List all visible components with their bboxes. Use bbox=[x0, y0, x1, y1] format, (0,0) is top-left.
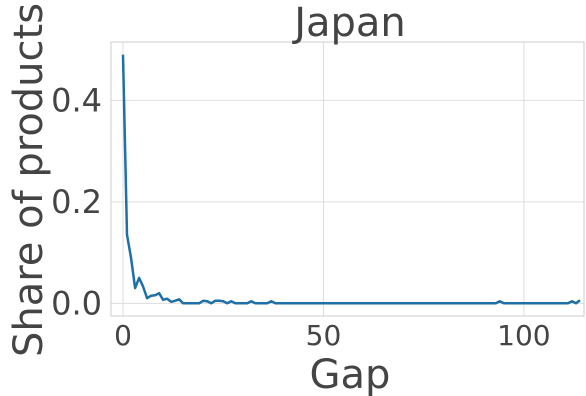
series-line-0 bbox=[121, 54, 581, 305]
plot-frame bbox=[110, 41, 585, 317]
x-tick-label-2: 100 bbox=[497, 319, 550, 352]
y-tick-label-2: 0.4 bbox=[51, 81, 102, 119]
grid bbox=[111, 42, 584, 316]
y-tick-labels: 0.0 0.2 0.4 bbox=[51, 81, 102, 322]
x-tick-label-1: 50 bbox=[306, 319, 342, 352]
x-tick-labels: 0 50 100 bbox=[114, 319, 550, 352]
chart-title: Japan bbox=[291, 0, 406, 46]
y-axis-label: Share of products bbox=[6, 3, 52, 357]
x-tick-label-0: 0 bbox=[114, 319, 132, 352]
x-axis-label: Gap bbox=[310, 352, 391, 396]
y-tick-label-0: 0.0 bbox=[51, 284, 102, 322]
y-tick-label-1: 0.2 bbox=[51, 183, 102, 221]
series-layer bbox=[121, 54, 581, 305]
